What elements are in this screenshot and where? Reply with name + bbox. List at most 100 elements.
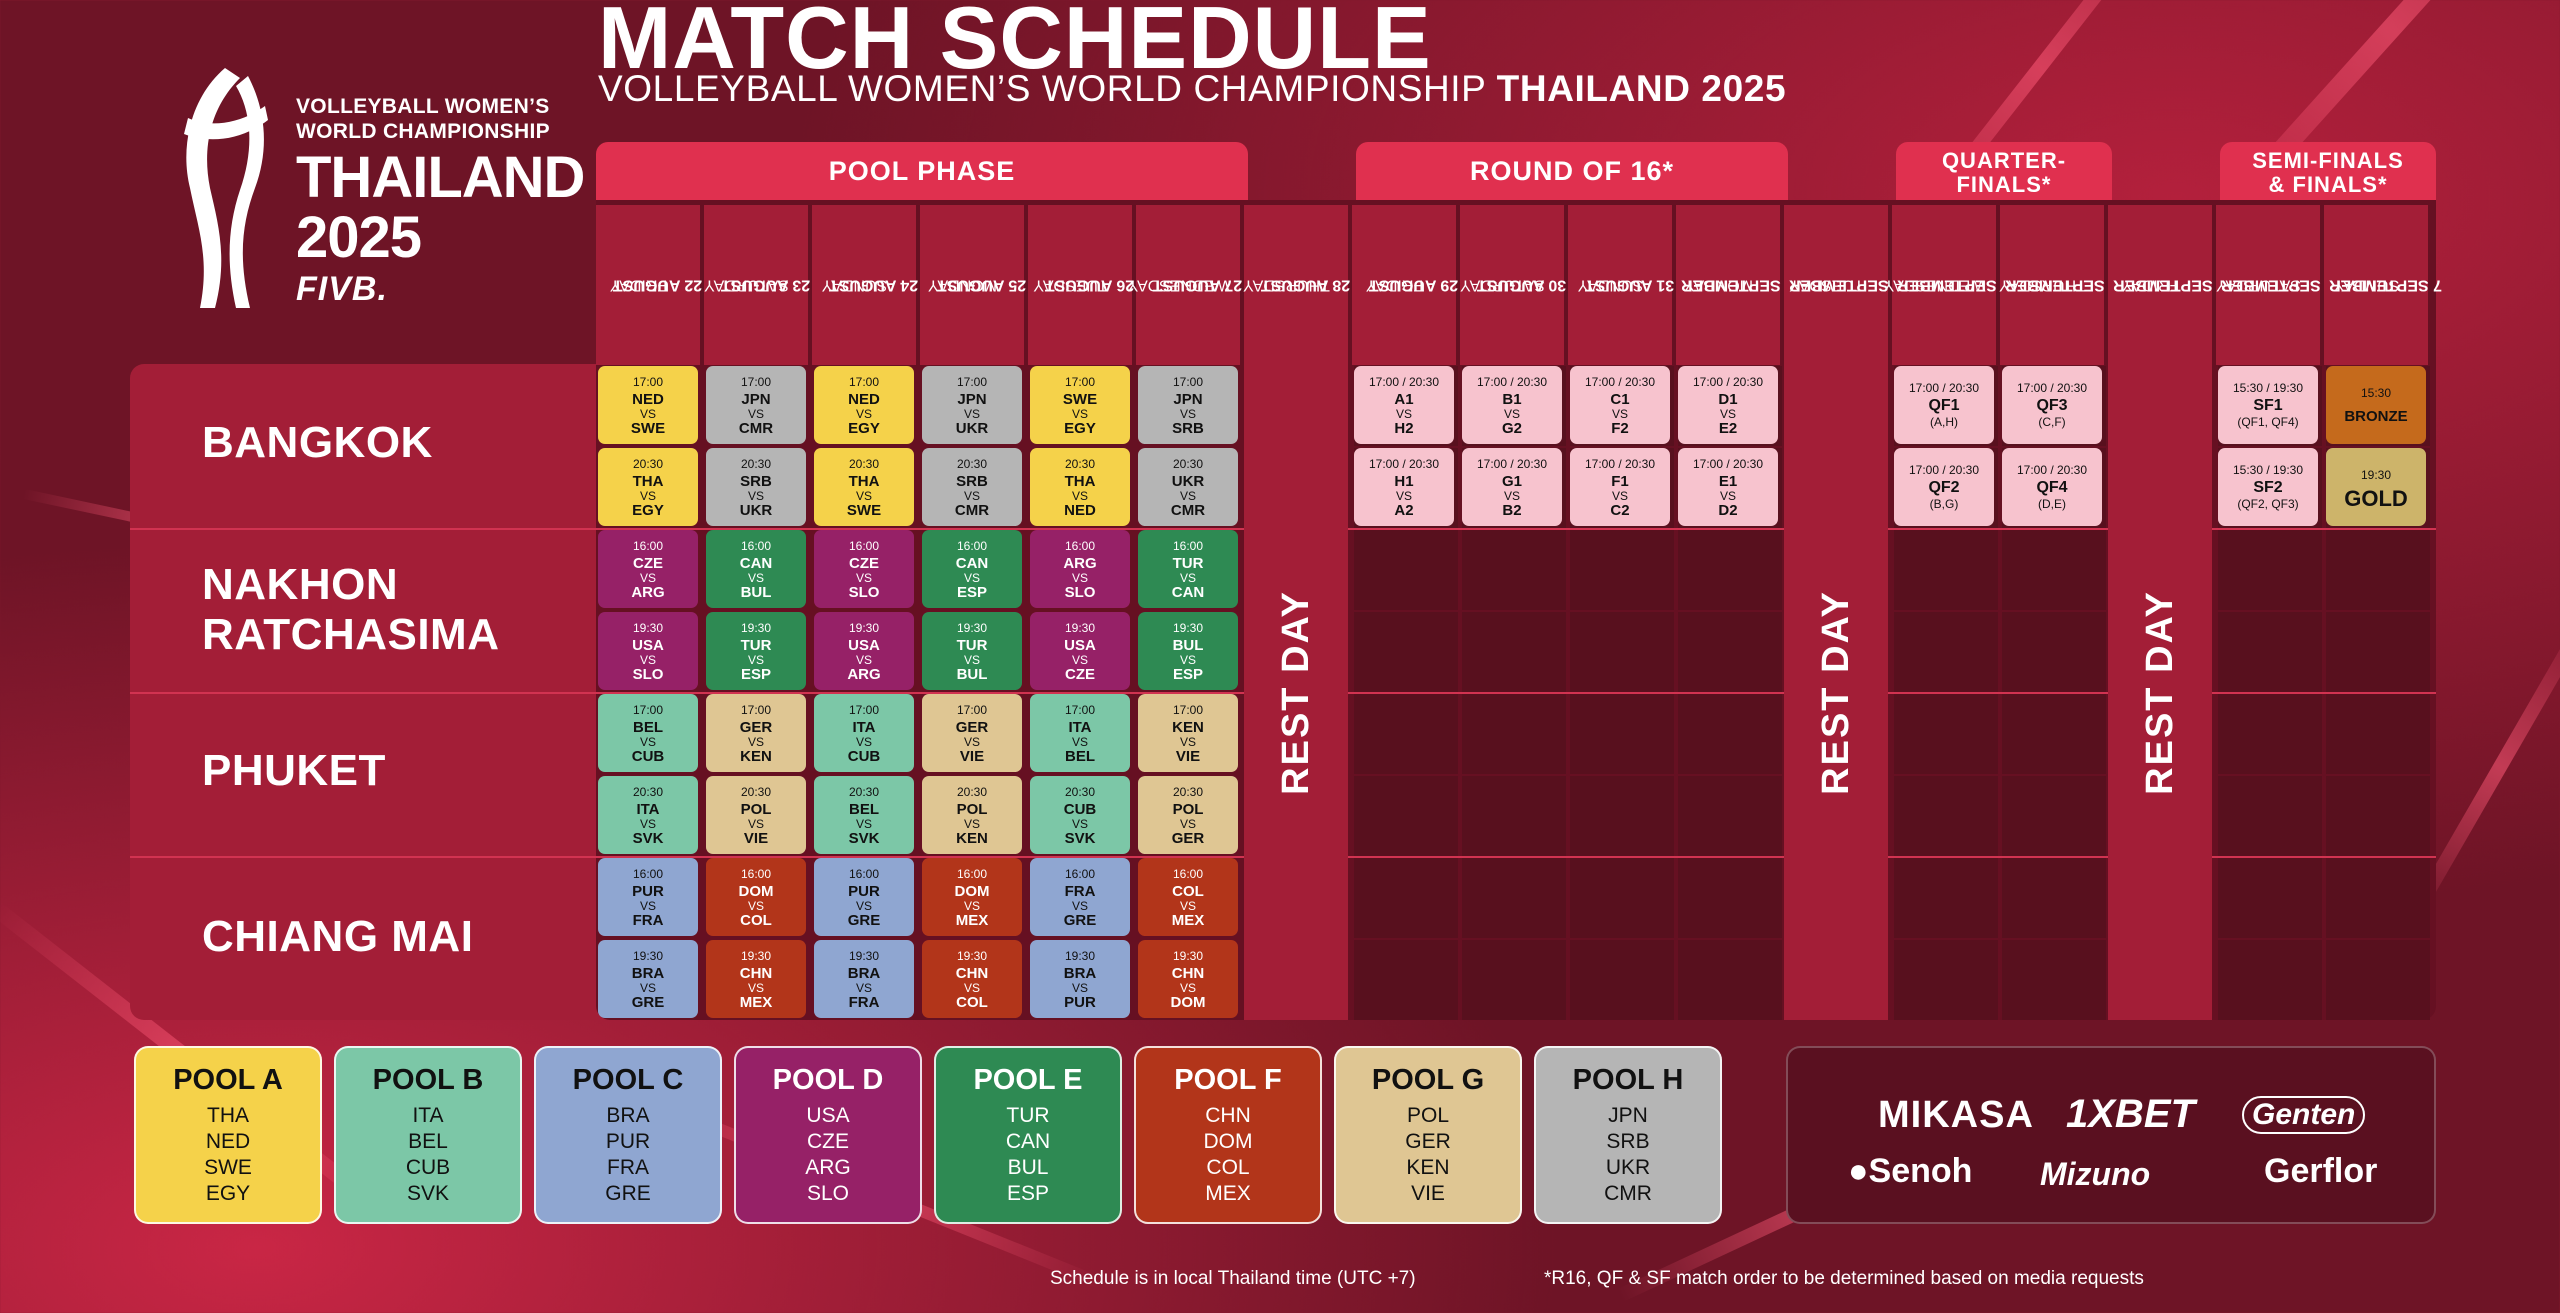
- match-card[interactable]: 20:30 SRB VS UKR: [706, 448, 806, 526]
- match-card[interactable]: 16:00 COL VS MEX: [1138, 858, 1238, 936]
- match-card[interactable]: 19:30 BRA VS GRE: [598, 940, 698, 1018]
- vs-label: VS: [639, 898, 656, 913]
- match-card[interactable]: 17:00 JPN VS CMR: [706, 366, 806, 444]
- match-card[interactable]: 16:00 TUR VS CAN: [1138, 530, 1238, 608]
- match-time: 17:00: [1172, 702, 1204, 717]
- page-subtitle: VOLLEYBALL WOMEN’S WORLD CHAMPIONSHIP TH…: [598, 68, 1787, 109]
- vs-label: VS: [855, 734, 872, 749]
- match-card[interactable]: 16:00 PUR VS GRE: [814, 858, 914, 936]
- team-home: CHN: [955, 964, 989, 982]
- sf-match-card[interactable]: 15:30 / 19:30 SF2 (QF2, QF3): [2218, 448, 2318, 526]
- match-card[interactable]: 16:00 ARG VS SLO: [1030, 530, 1130, 608]
- match-card[interactable]: 17:00 KEN VS VIE: [1138, 694, 1238, 772]
- sf-match-card[interactable]: 15:30 / 19:30 SF1 (QF1, QF4): [2218, 366, 2318, 444]
- match-card[interactable]: 20:30 POL VS GER: [1138, 776, 1238, 854]
- match-card[interactable]: 19:30 CHN VS COL: [922, 940, 1022, 1018]
- match-card[interactable]: 20:30 CUB VS SVK: [1030, 776, 1130, 854]
- date-label: SUNDAY 24 AUGUST: [822, 205, 918, 365]
- qf-match-card[interactable]: 17:00 / 20:30 QF2 (B,G): [1894, 448, 1994, 526]
- match-card[interactable]: 16:00 CZE VS ARG: [598, 530, 698, 608]
- empty-slot: [1354, 940, 1458, 1020]
- match-card[interactable]: 17:00 NED VS SWE: [598, 366, 698, 444]
- empty-slot: [2218, 940, 2322, 1020]
- match-card[interactable]: 16:00 PUR VS FRA: [598, 858, 698, 936]
- match-card[interactable]: 17:00 GER VS VIE: [922, 694, 1022, 772]
- match-card[interactable]: 20:30 ITA VS SVK: [598, 776, 698, 854]
- match-card[interactable]: 17:00 ITA VS CUB: [814, 694, 914, 772]
- match-card[interactable]: 19:30 USA VS SLO: [598, 612, 698, 690]
- pool-team: EGY: [205, 1182, 251, 1205]
- match-card[interactable]: 17:00 ITA VS BEL: [1030, 694, 1130, 772]
- team-away: CAN: [1171, 583, 1205, 601]
- match-card[interactable]: 17:00 BEL VS CUB: [598, 694, 698, 772]
- pool-team: GER: [1405, 1130, 1451, 1153]
- r16-match-card[interactable]: 17:00 / 20:30 G1 VS B2: [1462, 448, 1562, 526]
- slot-home: E1: [1718, 472, 1738, 490]
- fivb-logo: FIVB.: [296, 270, 388, 308]
- match-card[interactable]: 16:00 CAN VS ESP: [922, 530, 1022, 608]
- match-card[interactable]: 19:30 BRA VS PUR: [1030, 940, 1130, 1018]
- match-card[interactable]: 16:00 FRA VS GRE: [1030, 858, 1130, 936]
- date-header: SATURDAY 6 SEPTEMBER: [2216, 205, 2334, 365]
- match-card[interactable]: 19:30 CHN VS DOM: [1138, 940, 1238, 1018]
- qf-match-card[interactable]: 17:00 / 20:30 QF4 (D,E): [2002, 448, 2102, 526]
- r16-match-card[interactable]: 17:00 / 20:30 A1 VS H2: [1354, 366, 1454, 444]
- match-card[interactable]: 19:30 CHN VS MEX: [706, 940, 806, 1018]
- match-card[interactable]: 16:00 CAN VS BUL: [706, 530, 806, 608]
- match-card[interactable]: 20:30 THA VS NED: [1030, 448, 1130, 526]
- match-card[interactable]: 20:30 SRB VS CMR: [922, 448, 1022, 526]
- match-card[interactable]: 16:00 DOM VS MEX: [922, 858, 1022, 936]
- match-card[interactable]: 20:30 BEL VS SVK: [814, 776, 914, 854]
- match-card[interactable]: 20:30 UKR VS CMR: [1138, 448, 1238, 526]
- r16-match-card[interactable]: 17:00 / 20:30 H1 VS A2: [1354, 448, 1454, 526]
- senoh-mark-icon: ●: [1848, 1152, 1869, 1190]
- r16-match-card[interactable]: 17:00 / 20:30 D1 VS E2: [1678, 366, 1778, 444]
- match-time: 16:00: [956, 866, 988, 881]
- match-card[interactable]: 19:30 USA VS CZE: [1030, 612, 1130, 690]
- match-card[interactable]: 20:30 POL VS KEN: [922, 776, 1022, 854]
- match-card[interactable]: 20:30 THA VS EGY: [598, 448, 698, 526]
- match-card[interactable]: 17:00 JPN VS SRB: [1138, 366, 1238, 444]
- match-card[interactable]: 20:30 POL VS VIE: [706, 776, 806, 854]
- r16-match-card[interactable]: 17:00 / 20:30 E1 VS D2: [1678, 448, 1778, 526]
- vs-label: VS: [855, 816, 872, 831]
- vs-label: VS: [1179, 570, 1196, 585]
- pool-name: POOL F: [1174, 1064, 1282, 1096]
- r16-match-card[interactable]: 17:00 / 20:30 F1 VS C2: [1570, 448, 1670, 526]
- pool-team: CAN: [1005, 1130, 1051, 1153]
- match-time: 17:00 / 20:30: [1908, 462, 1980, 477]
- empty-slot: [1462, 940, 1566, 1020]
- empty-slot: [1894, 940, 1998, 1020]
- slot-home: G1: [1501, 472, 1522, 490]
- vs-label: VS: [963, 816, 980, 831]
- bronze-match-card[interactable]: 15:30 BRONZE: [2326, 366, 2426, 444]
- match-card[interactable]: 19:30 TUR VS ESP: [706, 612, 806, 690]
- match-card[interactable]: 16:00 CZE VS SLO: [814, 530, 914, 608]
- match-card[interactable]: 19:30 USA VS ARG: [814, 612, 914, 690]
- qf-match-card[interactable]: 17:00 / 20:30 QF3 (C,F): [2002, 366, 2102, 444]
- match-card[interactable]: 19:30 BUL VS ESP: [1138, 612, 1238, 690]
- qf-match-card[interactable]: 17:00 / 20:30 QF1 (A,H): [1894, 366, 1994, 444]
- match-card[interactable]: 17:00 SWE VS EGY: [1030, 366, 1130, 444]
- empty-slot: [1354, 858, 1458, 938]
- match-card[interactable]: 17:00 JPN VS UKR: [922, 366, 1022, 444]
- team-home: CHN: [1171, 964, 1205, 982]
- match-card[interactable]: 19:30 TUR VS BUL: [922, 612, 1022, 690]
- team-away: CMR: [1170, 501, 1206, 519]
- footnote-order: *R16, QF & SF match order to be determin…: [1544, 1268, 2144, 1289]
- team-home: CUB: [1063, 800, 1097, 818]
- match-time: 19:30: [1064, 620, 1096, 635]
- r16-match-card[interactable]: 17:00 / 20:30 B1 VS G2: [1462, 366, 1562, 444]
- gold-match-card[interactable]: 19:30 GOLD: [2326, 448, 2426, 526]
- r16-match-card[interactable]: 17:00 / 20:30 C1 VS F2: [1570, 366, 1670, 444]
- match-time: 17:00: [1064, 702, 1096, 717]
- match-card[interactable]: 17:00 NED VS EGY: [814, 366, 914, 444]
- pool-name: POOL A: [173, 1064, 283, 1096]
- vs-label: VS: [963, 570, 980, 585]
- date-label: MONDAY 1 SEPTEMBER: [1681, 205, 1794, 365]
- match-card[interactable]: 20:30 THA VS SWE: [814, 448, 914, 526]
- match-card[interactable]: 19:30 BRA VS FRA: [814, 940, 914, 1018]
- match-card[interactable]: 17:00 GER VS KEN: [706, 694, 806, 772]
- vs-label: VS: [639, 652, 656, 667]
- match-card[interactable]: 16:00 DOM VS COL: [706, 858, 806, 936]
